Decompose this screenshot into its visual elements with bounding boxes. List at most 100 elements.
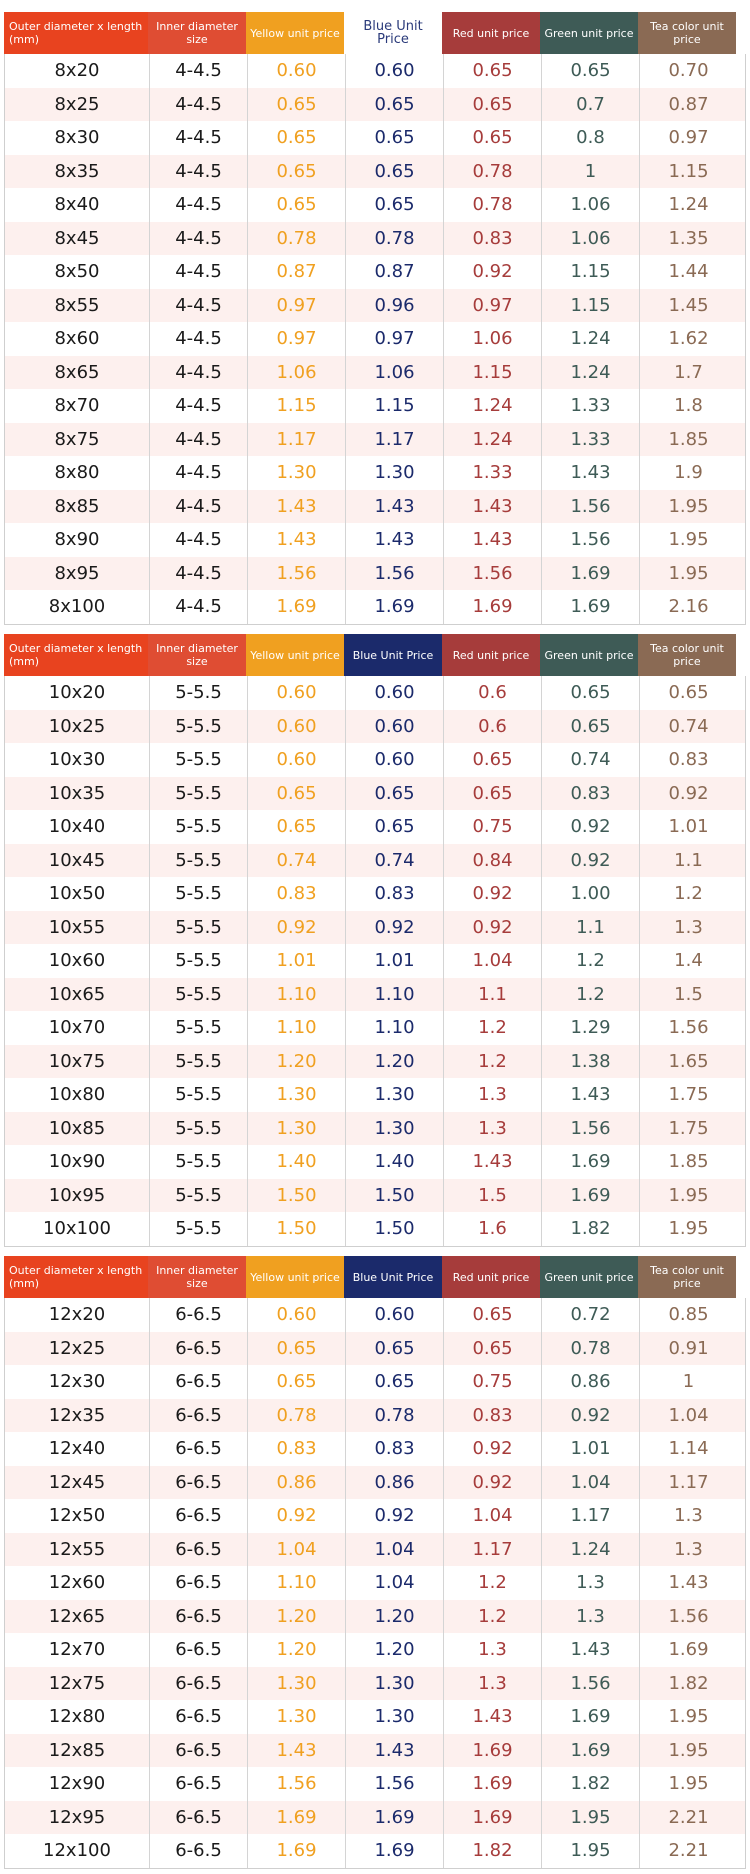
header-green: Green unit price [540,634,638,676]
cell-blue: 1.43 [345,489,443,523]
cell-yellow: 0.97 [247,322,345,356]
cell-yellow: 1.43 [247,489,345,523]
table-row: 8x60 4-4.5 0.97 0.97 1.06 1.24 1.62 [5,322,745,356]
table-row: 10x75 5-5.5 1.20 1.20 1.2 1.38 1.65 [5,1044,745,1078]
cell-size: 8x20 [54,60,100,82]
cell-inner: 4-4.5 [149,121,247,155]
cell-green: 1.24 [541,1532,639,1566]
table-row: 10x80 5-5.5 1.30 1.30 1.3 1.43 1.75 [5,1078,745,1112]
cell-tea: 0.85 [639,1298,737,1332]
cell-green: 1.69 [541,590,639,624]
cell-yellow: 1.20 [247,1633,345,1667]
header-red: Red unit price [442,634,540,676]
cell-size: 12x75 [48,1672,106,1694]
cell-tea: 0.74 [639,709,737,743]
cell-size: 10x30 [48,749,106,771]
table-row: 12x20 6-6.5 0.60 0.60 0.65 0.72 0.85 [5,1298,745,1332]
price-table-2: Outer diameter x length (mm) Inner diamet… [4,634,746,1247]
cell-tea: 1.56 [639,1599,737,1633]
cell-blue: 0.60 [345,54,443,88]
cell-yellow: 0.65 [247,776,345,810]
cell-yellow: 1.20 [247,1044,345,1078]
header-inner: Inner diameter size [148,634,246,676]
cell-blue: 1.04 [345,1566,443,1600]
cell-blue: 1.30 [345,1078,443,1112]
cell-inner: 4-4.5 [149,154,247,188]
cell-green: 0.83 [541,776,639,810]
cell-red: 1.33 [443,456,541,490]
cell-tea: 1.3 [639,910,737,944]
cell-green: 1.1 [541,910,639,944]
table-row: 12x95 6-6.5 1.69 1.69 1.69 1.95 2.21 [5,1800,745,1834]
cell-yellow: 1.01 [247,944,345,978]
cell-size: 10x75 [48,1050,106,1072]
table-body: 10x20 5-5.5 0.60 0.60 0.6 0.65 0.65 10x25 5-5.5 0… [4,676,746,1247]
cell-yellow: 0.97 [247,288,345,322]
cell-tea: 1.95 [639,1733,737,1767]
cell-size: 8x75 [54,428,100,450]
cell-yellow: 1.06 [247,355,345,389]
cell-inner: 4-4.5 [149,322,247,356]
cell-red: 0.6 [443,676,541,710]
cell-red: 1.56 [443,556,541,590]
cell-inner: 5-5.5 [149,1011,247,1045]
table-row: 12x35 6-6.5 0.78 0.78 0.83 0.92 1.04 [5,1398,745,1432]
cell-red: 1.17 [443,1532,541,1566]
cell-size: 10x40 [48,816,106,838]
cell-tea: 1.44 [639,255,737,289]
table-row: 8x40 4-4.5 0.65 0.65 0.78 1.06 1.24 [5,188,745,222]
cell-green: 0.72 [541,1298,639,1332]
cell-size: 10x70 [48,1017,106,1039]
cell-yellow: 1.30 [247,1111,345,1145]
cell-red: 1.3 [443,1111,541,1145]
cell-yellow: 1.69 [247,590,345,624]
cell-inner: 5-5.5 [149,1111,247,1145]
cell-blue: 1.04 [345,1532,443,1566]
header-size: Outer diameter x length (mm) [4,1256,148,1298]
cell-tea: 0.97 [639,121,737,155]
table-row: 8x45 4-4.5 0.78 0.78 0.83 1.06 1.35 [5,221,745,255]
cell-blue: 1.15 [345,389,443,423]
cell-inner: 6-6.5 [149,1465,247,1499]
table-row: 8x35 4-4.5 0.65 0.65 0.78 1 1.15 [5,154,745,188]
cell-size: 10x85 [48,1117,106,1139]
table-header: Outer diameter x length (mm) Inner diamet… [4,12,746,54]
cell-inner: 5-5.5 [149,1178,247,1212]
cell-yellow: 0.65 [247,810,345,844]
cell-green: 1.38 [541,1044,639,1078]
cell-yellow: 1.10 [247,1011,345,1045]
cell-inner: 4-4.5 [149,389,247,423]
cell-green: 1.69 [541,556,639,590]
cell-size: 12x90 [48,1773,106,1795]
cell-red: 0.92 [443,1432,541,1466]
cell-blue: 0.60 [345,676,443,710]
cell-yellow: 0.65 [247,121,345,155]
cell-yellow: 0.60 [247,1298,345,1332]
cell-yellow: 1.43 [247,523,345,557]
cell-inner: 6-6.5 [149,1800,247,1834]
cell-green: 1.69 [541,1145,639,1179]
cell-red: 1.43 [443,489,541,523]
cell-yellow: 1.69 [247,1800,345,1834]
cell-tea: 1.95 [639,556,737,590]
cell-tea: 0.91 [639,1331,737,1365]
table-body: 8x20 4-4.5 0.60 0.60 0.65 0.65 0.70 8x25 4-4.5 0.… [4,54,746,625]
cell-inner: 4-4.5 [149,288,247,322]
cell-tea: 1.95 [639,1767,737,1801]
cell-blue: 0.78 [345,221,443,255]
cell-red: 1.69 [443,1733,541,1767]
cell-tea: 0.70 [639,54,737,88]
cell-size: 8x40 [54,194,100,216]
header-green: Green unit price [540,1256,638,1298]
cell-red: 1.04 [443,944,541,978]
cell-inner: 4-4.5 [149,456,247,490]
cell-green: 0.7 [541,87,639,121]
cell-red: 1.04 [443,1499,541,1533]
cell-inner: 4-4.5 [149,422,247,456]
table-row: 10x90 5-5.5 1.40 1.40 1.43 1.69 1.85 [5,1145,745,1179]
cell-tea: 1.69 [639,1633,737,1667]
cell-green: 1.2 [541,944,639,978]
table-row: 8x55 4-4.5 0.97 0.96 0.97 1.15 1.45 [5,288,745,322]
cell-yellow: 0.65 [247,154,345,188]
header-tea: Tea color unit price [638,634,736,676]
